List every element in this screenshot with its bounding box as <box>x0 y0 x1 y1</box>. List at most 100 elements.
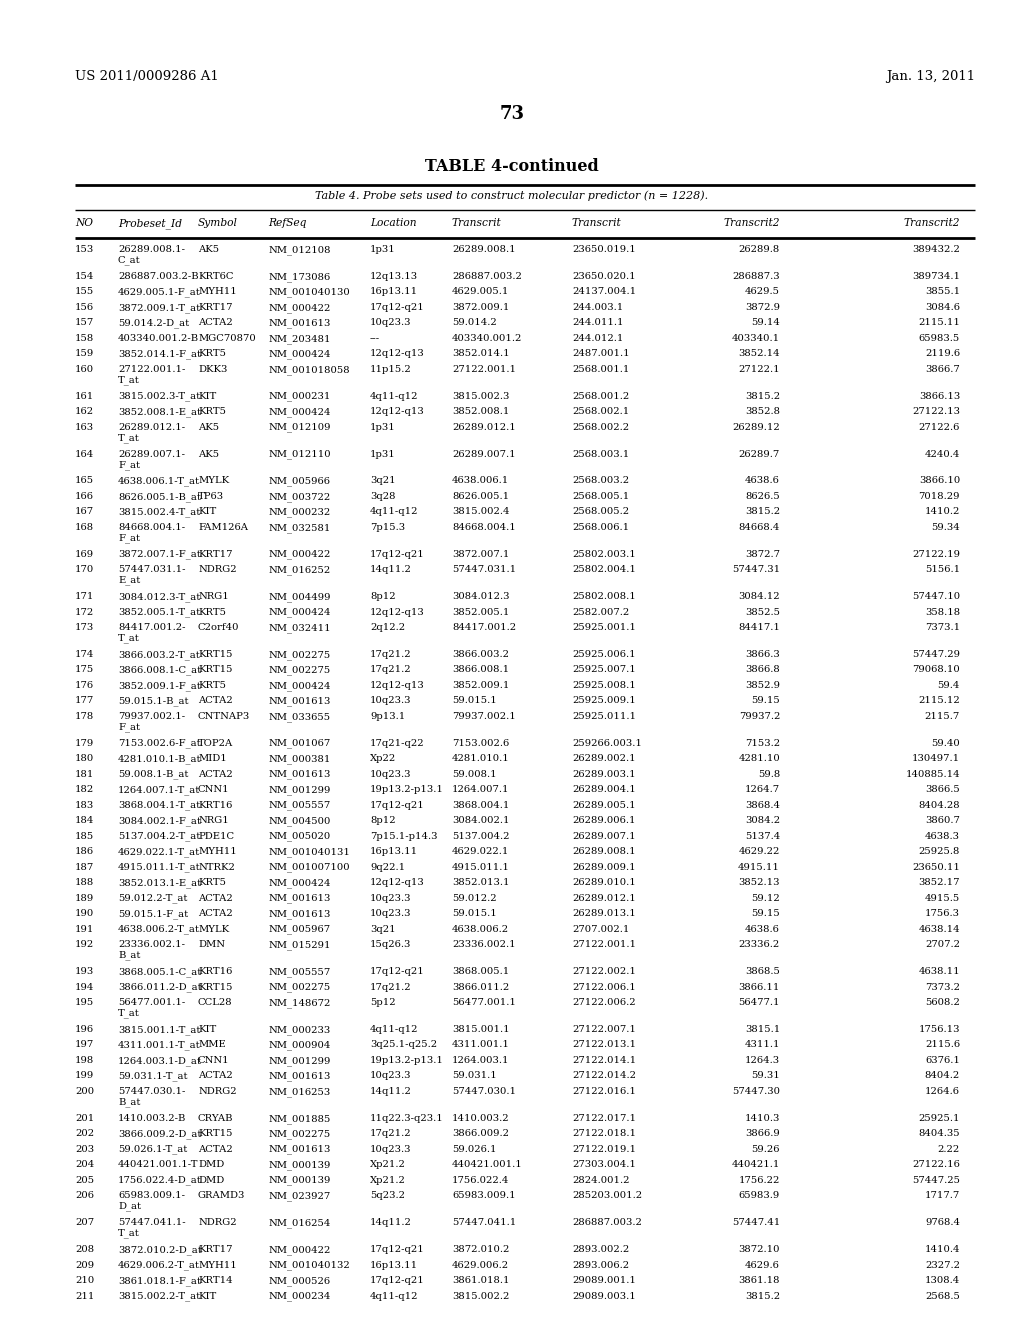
Text: DMD: DMD <box>198 1176 224 1185</box>
Text: 3866.009.2-D_at: 3866.009.2-D_at <box>118 1130 202 1139</box>
Text: 10q23.3: 10q23.3 <box>370 1144 412 1154</box>
Text: 19p13.2-p13.1: 19p13.2-p13.1 <box>370 1056 443 1065</box>
Text: NM_000232: NM_000232 <box>268 507 331 517</box>
Text: 201: 201 <box>75 1114 94 1123</box>
Text: 208: 208 <box>75 1245 94 1254</box>
Text: 5137.004.2-T_at: 5137.004.2-T_at <box>118 832 201 841</box>
Text: KRT5: KRT5 <box>198 607 226 616</box>
Text: 3815.002.4: 3815.002.4 <box>452 507 510 516</box>
Text: 155: 155 <box>75 288 94 297</box>
Text: 2707.002.1: 2707.002.1 <box>572 925 630 933</box>
Text: 25802.003.1: 25802.003.1 <box>572 549 636 558</box>
Text: 1p31: 1p31 <box>370 450 395 458</box>
Text: TOP2A: TOP2A <box>198 739 233 748</box>
Text: NM_016254: NM_016254 <box>268 1218 331 1228</box>
Text: 59.15: 59.15 <box>752 697 780 705</box>
Text: 4915.11: 4915.11 <box>738 863 780 871</box>
Text: NM_002275: NM_002275 <box>268 982 331 993</box>
Text: NM_002275: NM_002275 <box>268 649 331 660</box>
Text: 5p12: 5p12 <box>370 998 395 1007</box>
Text: 403340.001.2-B: 403340.001.2-B <box>118 334 199 343</box>
Text: 84668.004.1: 84668.004.1 <box>452 523 516 532</box>
Text: 23650.020.1: 23650.020.1 <box>572 272 636 281</box>
Text: KRT16: KRT16 <box>198 801 232 809</box>
Text: NM_000422: NM_000422 <box>268 1245 331 1255</box>
Text: 4629.5: 4629.5 <box>745 288 780 297</box>
Text: 440421.001.1-T: 440421.001.1-T <box>118 1160 199 1170</box>
Text: NM_015291: NM_015291 <box>268 940 331 950</box>
Text: 57447.041.1: 57447.041.1 <box>452 1218 516 1228</box>
Text: 57447.031.1-
E_at: 57447.031.1- E_at <box>118 565 185 585</box>
Text: 9768.4: 9768.4 <box>925 1218 961 1228</box>
Text: 15q26.3: 15q26.3 <box>370 940 412 949</box>
Text: 161: 161 <box>75 392 94 401</box>
Text: 25802.008.1: 25802.008.1 <box>572 593 636 601</box>
Text: 1264.3: 1264.3 <box>744 1056 780 1065</box>
Text: 193: 193 <box>75 968 94 975</box>
Text: MGC70870: MGC70870 <box>198 334 256 343</box>
Text: 1756.022.4-D_at: 1756.022.4-D_at <box>118 1176 202 1185</box>
Text: 3852.5: 3852.5 <box>745 607 780 616</box>
Text: 2568.005.2: 2568.005.2 <box>572 507 629 516</box>
Text: NM_001613: NM_001613 <box>268 697 331 706</box>
Text: 57447.030.1: 57447.030.1 <box>452 1086 516 1096</box>
Text: 203: 203 <box>75 1144 94 1154</box>
Text: AK5: AK5 <box>198 450 219 458</box>
Text: NM_016253: NM_016253 <box>268 1086 331 1097</box>
Text: KIT: KIT <box>198 1024 216 1034</box>
Text: 26289.007.1: 26289.007.1 <box>572 832 636 841</box>
Text: 3q28: 3q28 <box>370 492 395 500</box>
Text: 84668.004.1-
F_at: 84668.004.1- F_at <box>118 523 185 543</box>
Text: 389432.2: 389432.2 <box>912 246 961 253</box>
Text: 17q21-q22: 17q21-q22 <box>370 739 425 748</box>
Text: 26289.013.1: 26289.013.1 <box>572 909 636 919</box>
Text: 84417.001.2-
T_at: 84417.001.2- T_at <box>118 623 185 643</box>
Text: 3852.008.1-E_at: 3852.008.1-E_at <box>118 407 201 417</box>
Text: 27122.019.1: 27122.019.1 <box>572 1144 636 1154</box>
Text: 130497.1: 130497.1 <box>912 754 961 763</box>
Text: ACTA2: ACTA2 <box>198 1144 232 1154</box>
Text: 2568.003.2: 2568.003.2 <box>572 477 629 486</box>
Text: NM_012110: NM_012110 <box>268 450 331 459</box>
Text: 2327.2: 2327.2 <box>925 1261 961 1270</box>
Text: 196: 196 <box>75 1024 94 1034</box>
Text: 3866.9: 3866.9 <box>745 1130 780 1138</box>
Text: 26289.004.1: 26289.004.1 <box>572 785 636 795</box>
Text: KRT15: KRT15 <box>198 665 232 675</box>
Text: NM_003722: NM_003722 <box>268 492 331 502</box>
Text: 9p13.1: 9p13.1 <box>370 711 406 721</box>
Text: 202: 202 <box>75 1130 94 1138</box>
Text: 1410.003.2: 1410.003.2 <box>452 1114 510 1123</box>
Text: CNN1: CNN1 <box>198 1056 229 1065</box>
Text: 4311.001.1: 4311.001.1 <box>452 1040 510 1049</box>
Text: 177: 177 <box>75 697 94 705</box>
Text: 3866.11: 3866.11 <box>738 982 780 991</box>
Text: 403340.001.2: 403340.001.2 <box>452 334 522 343</box>
Text: 3852.14: 3852.14 <box>738 350 780 358</box>
Text: 79937.2: 79937.2 <box>738 711 780 721</box>
Text: ACTA2: ACTA2 <box>198 318 232 327</box>
Text: NM_001613: NM_001613 <box>268 1144 331 1155</box>
Text: 3860.7: 3860.7 <box>925 816 961 825</box>
Text: 1p31: 1p31 <box>370 422 395 432</box>
Text: 4281.10: 4281.10 <box>738 754 780 763</box>
Text: 3872.10: 3872.10 <box>738 1245 780 1254</box>
Text: 210: 210 <box>75 1276 94 1284</box>
Text: 27122.014.2: 27122.014.2 <box>572 1072 636 1081</box>
Text: 4915.011.1-T_at: 4915.011.1-T_at <box>118 863 201 873</box>
Text: 7153.002.6-F_at: 7153.002.6-F_at <box>118 739 201 748</box>
Text: 4629.006.2-T_at: 4629.006.2-T_at <box>118 1261 200 1270</box>
Text: 3866.7: 3866.7 <box>926 364 961 374</box>
Text: 59.015.1-F_at: 59.015.1-F_at <box>118 909 188 919</box>
Text: 59.015.1-B_at: 59.015.1-B_at <box>118 697 188 706</box>
Text: NM_001613: NM_001613 <box>268 909 331 919</box>
Text: 8404.28: 8404.28 <box>919 801 961 809</box>
Text: Table 4. Probe sets used to construct molecular predictor (n = 1228).: Table 4. Probe sets used to construct mo… <box>315 190 709 201</box>
Text: 7153.002.6: 7153.002.6 <box>452 739 509 748</box>
Text: 8626.5: 8626.5 <box>745 492 780 500</box>
Text: CNN1: CNN1 <box>198 785 229 795</box>
Text: NM_000139: NM_000139 <box>268 1176 331 1185</box>
Text: 7373.2: 7373.2 <box>925 982 961 991</box>
Text: NO: NO <box>75 218 93 228</box>
Text: 194: 194 <box>75 982 94 991</box>
